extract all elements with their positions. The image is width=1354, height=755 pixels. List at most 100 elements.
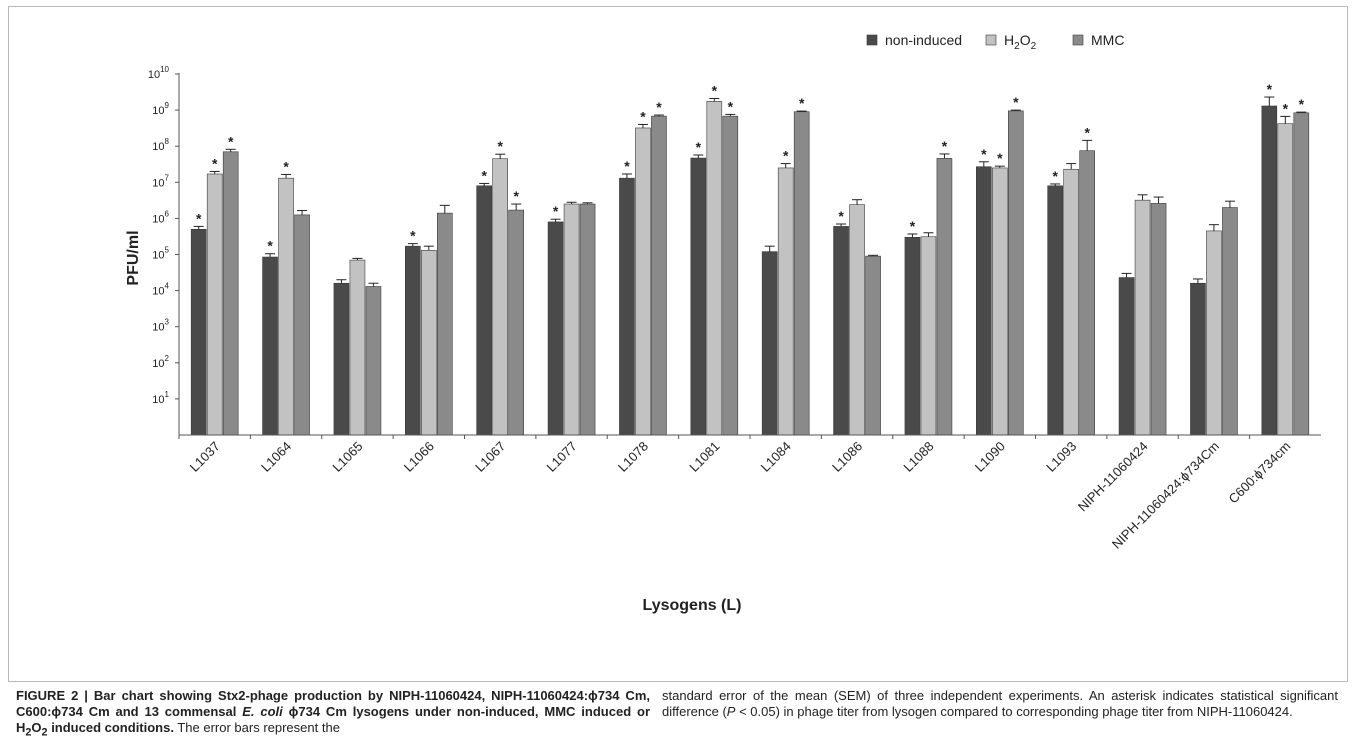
figure-caption: FIGURE 2 | Bar chart showing Stx2-phage … — [16, 688, 1338, 754]
significance-asterisk: * — [196, 210, 202, 226]
x-tick-label: L1066 — [401, 439, 437, 475]
significance-asterisk: * — [1267, 81, 1273, 97]
significance-asterisk: * — [656, 99, 662, 115]
significance-asterisk: * — [624, 158, 630, 174]
bar-h2o2-7 — [706, 101, 723, 436]
bar-mmc-1 — [294, 214, 310, 436]
bar-mmc-15 — [1293, 112, 1310, 436]
x-tick-label: L1037 — [187, 439, 223, 475]
bar-non-induced-14 — [1190, 282, 1206, 436]
significance-asterisk: * — [997, 150, 1003, 166]
x-tick-label: L1078 — [615, 439, 651, 475]
caption-title-part-3: induced conditions. — [47, 720, 174, 735]
bar-h2o2-11 — [992, 167, 1008, 436]
significance-asterisk: * — [981, 146, 987, 162]
significance-asterisk: * — [513, 188, 519, 204]
significance-asterisk: * — [212, 155, 218, 171]
x-tick-label: L1090 — [972, 439, 1008, 475]
significance-asterisk: * — [942, 138, 948, 154]
x-tick-label: L1067 — [472, 439, 508, 475]
bar-non-induced-8 — [761, 251, 778, 436]
bar-h2o2-10 — [920, 236, 937, 436]
significance-asterisk: * — [553, 203, 559, 219]
bar-h2o2-9 — [849, 204, 865, 436]
bar-mmc-9 — [865, 255, 881, 436]
x-tick-label: NIPH-11060424 — [1075, 439, 1151, 515]
caption-species-name: E. coli — [242, 704, 283, 719]
bar-mmc-3 — [437, 212, 453, 436]
bar-non-induced-3 — [405, 245, 421, 436]
bar-h2o2-0 — [206, 173, 223, 436]
significance-asterisk: * — [838, 208, 844, 224]
significance-asterisk: * — [1283, 100, 1289, 116]
significance-asterisk: * — [910, 218, 916, 234]
bar-mmc-11 — [1008, 110, 1024, 436]
x-tick-label: L1077 — [544, 439, 580, 475]
figure-frame: * * * * * * * * * * * * * * * * * * * * * * * * * * * * * 101 102 103 1… — [8, 6, 1348, 682]
bar-mmc-6 — [651, 115, 667, 436]
bar-mmc-14 — [1222, 207, 1238, 436]
bar-non-induced-7 — [690, 157, 707, 436]
bar-non-induced-1 — [262, 256, 278, 436]
bar-mmc-5 — [579, 203, 596, 436]
bar-non-induced-11 — [976, 166, 992, 436]
bar-h2o2-12 — [1063, 168, 1079, 436]
y-tick-label: 106 — [152, 209, 169, 225]
bar-h2o2-3 — [421, 250, 437, 436]
significance-asterisk: * — [283, 158, 289, 174]
significance-asterisk: * — [712, 82, 718, 98]
bar-non-induced-10 — [904, 236, 921, 436]
significance-asterisk: * — [1084, 124, 1090, 140]
bar-non-induced-2 — [333, 282, 350, 436]
x-tick-label: L1084 — [758, 439, 794, 475]
caption-title-part-2: ϕ734 Cm lysogens under non-induced, MMC … — [16, 704, 650, 735]
bar-non-induced-5 — [547, 221, 564, 436]
bar-non-induced-13 — [1118, 277, 1135, 436]
significance-asterisk: * — [267, 238, 273, 254]
bar-chart: * * * * * * * * * * * * * * * * * * * * * * * * * * * * * 101 102 103 1… — [125, 32, 1321, 614]
bar-non-induced-6 — [619, 177, 635, 436]
bar-non-induced-9 — [833, 226, 849, 436]
caption-subscript-a: 2 — [25, 726, 32, 739]
bar-h2o2-8 — [777, 167, 794, 436]
bar-non-induced-4 — [476, 185, 492, 436]
significance-asterisk: * — [728, 98, 734, 114]
significance-asterisk: * — [1052, 168, 1058, 184]
x-tick-label: L1088 — [900, 439, 936, 475]
significance-asterisk: * — [497, 138, 503, 154]
x-tick-label: L1086 — [829, 439, 865, 475]
bar-mmc-7 — [722, 115, 739, 436]
caption-figure-label: FIGURE 2 | — [16, 688, 94, 703]
bar-h2o2-4 — [492, 158, 508, 436]
significance-asterisk: * — [640, 108, 646, 124]
bar-non-induced-12 — [1047, 185, 1063, 436]
bar-h2o2-1 — [278, 177, 294, 436]
bar-mmc-4 — [508, 209, 524, 436]
bar-h2o2-2 — [349, 259, 366, 436]
caption-left-column: FIGURE 2 | Bar chart showing Stx2-phage … — [16, 688, 650, 741]
y-tick-label: 109 — [152, 101, 169, 117]
y-tick-label: 104 — [152, 282, 169, 298]
legend-label-non-induced: non-induced — [885, 32, 962, 48]
legend-label-mmc: MMC — [1091, 32, 1124, 48]
bar-h2o2-6 — [635, 127, 651, 436]
legend-label-h2o2: H2O2 — [1004, 32, 1037, 52]
caption-left-text: The error bars represent the — [173, 720, 340, 735]
caption-p-symbol: P — [726, 704, 736, 719]
significance-asterisk: * — [696, 139, 702, 155]
significance-asterisk: * — [799, 95, 805, 111]
legend-swatch-non-induced — [866, 34, 878, 46]
bar-non-induced-0 — [190, 228, 207, 436]
x-tick-label: L1064 — [258, 439, 294, 475]
bar-non-induced-15 — [1261, 105, 1278, 436]
caption-right-text-2: < 0.05) in phage titer from lysogen comp… — [735, 704, 1293, 719]
y-tick-label: 105 — [152, 246, 169, 262]
significance-asterisk: * — [481, 167, 487, 183]
bar-mmc-8 — [793, 111, 810, 436]
bar-mmc-12 — [1079, 150, 1095, 436]
y-tick-label: 101 — [152, 390, 169, 406]
caption-right-column: standard error of the mean (SEM) of thre… — [662, 688, 1338, 720]
bar-h2o2-15 — [1277, 123, 1294, 436]
significance-asterisk: * — [1299, 96, 1305, 112]
caption-title-part-1: Bar chart showing Stx2-phage production … — [16, 688, 650, 719]
